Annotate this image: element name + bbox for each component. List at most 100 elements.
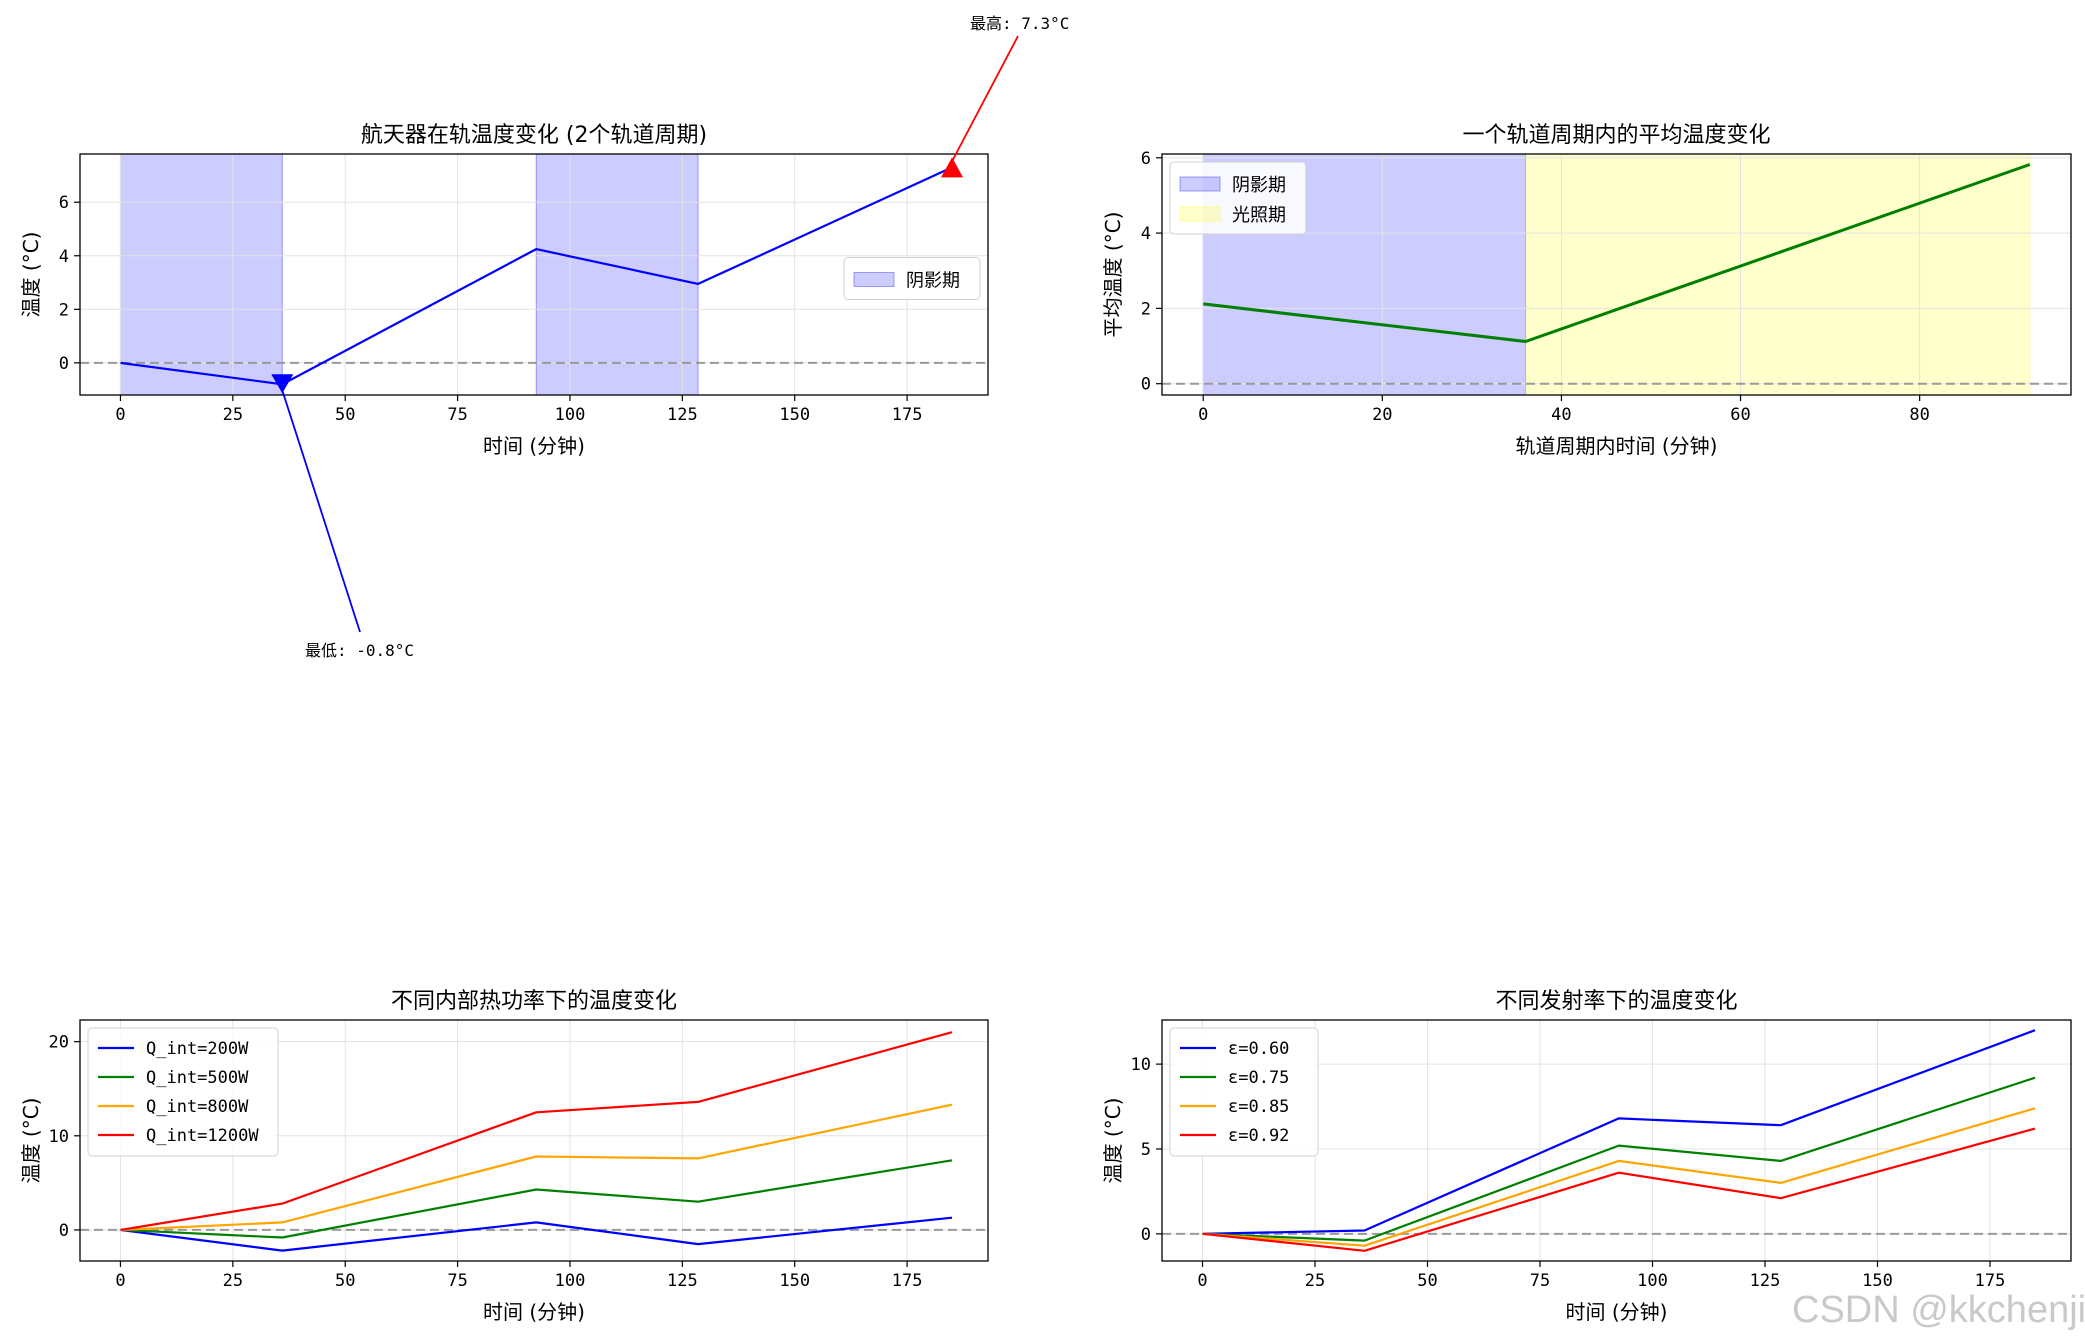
axes-frame [1161, 1019, 2072, 1262]
x-tick-label: 25 [223, 1271, 243, 1291]
x-tick-label: 0 [1198, 405, 1208, 425]
x-tick-label: 125 [1750, 1271, 1781, 1291]
legend-label: ε=0.92 [1228, 1126, 1289, 1146]
legend-swatch [1179, 206, 1221, 222]
y-tick-label: 2 [1141, 299, 1151, 319]
annotation-arrow-max [951, 35, 1019, 162]
shadow-region-2 [535, 153, 699, 396]
x-tick-label: 60 [1730, 405, 1750, 425]
tick-labels: 0 25 50 75 100 125 150 175 0 2 4 6 [59, 193, 923, 425]
series-line-1 [1202, 1029, 2036, 1235]
annotation-min: 最低: -0.8°C [305, 641, 414, 660]
axes-frame [79, 1019, 989, 1262]
series-line-2 [120, 1159, 953, 1239]
plot-area [80, 1020, 988, 1261]
plot-area [80, 153, 988, 396]
y-tick-label: 0 [59, 354, 69, 374]
x-tick-label: 75 [1530, 1271, 1550, 1291]
legend: Q_int=200W Q_int=500W Q_int=800W Q_int=1200… [87, 1027, 279, 1157]
y-tick-label: 10 [49, 1127, 69, 1147]
legend-box [1169, 161, 1307, 235]
chart-title: 不同发射率下的温度变化 [1495, 989, 1737, 1014]
series-line-2 [1202, 1076, 2036, 1242]
shadow-region-1 [119, 153, 283, 396]
y-tick-label: 6 [59, 193, 69, 213]
legend-label: ε=0.60 [1228, 1039, 1289, 1059]
subplot-emissivity: 0 25 50 75 100 125 150 175 0 5 10 不同发射率下的温度变化 时间 (… [1101, 989, 2072, 1324]
y-tick-label: 0 [59, 1221, 69, 1241]
x-tick-label: 75 [447, 1271, 467, 1291]
y-tick-label: 4 [59, 247, 69, 267]
axes-frame [79, 153, 989, 396]
annotation-max: 最高: 7.3°C [970, 14, 1069, 33]
x-tick-label: 40 [1551, 405, 1571, 425]
maximum-marker [941, 157, 964, 178]
x-tick-label: 175 [892, 1271, 923, 1291]
x-tick-label: 25 [1305, 1271, 1325, 1291]
chart-title: 一个轨道周期内的平均温度变化 [1462, 123, 1770, 148]
series-line-1 [1203, 163, 2031, 343]
x-tick-label: 0 [115, 1271, 125, 1291]
tick-labels: 0 20 40 60 80 0 2 4 6 [1141, 149, 1930, 425]
legend-label: ε=0.85 [1228, 1097, 1289, 1117]
x-tick-label: 100 [555, 405, 586, 425]
subplot-orbit-temperature: 0 25 50 75 100 125 150 175 0 2 4 6 航天器在轨温度变化 (2个轨道周… [19, 14, 1069, 660]
legend-label-sunlight: 光照期 [1232, 205, 1286, 226]
x-tick-label: 100 [1637, 1271, 1668, 1291]
x-axis-label: 轨道周期内时间 (分钟) [1516, 434, 1718, 458]
y-axis-label: 平均温度 (°C) [1101, 212, 1125, 338]
y-axis-label: 温度 (°C) [19, 1098, 43, 1184]
series-line-4 [1202, 1127, 2036, 1252]
legend: ε=0.60 ε=0.75 ε=0.85 ε=0.92 [1169, 1027, 1319, 1157]
x-tick-label: 150 [779, 1271, 810, 1291]
x-tick-label: 100 [555, 1271, 586, 1291]
tick-labels: 0 25 50 75 100 125 150 175 0 10 20 [49, 1033, 923, 1291]
x-tick-label: 125 [667, 405, 698, 425]
x-tick-label: 125 [667, 1271, 698, 1291]
x-tick-label: 50 [335, 1271, 355, 1291]
series-line-3 [1202, 1107, 2036, 1247]
legend-label: Q_int=1200W [146, 1126, 259, 1146]
y-tick-label: 0 [1141, 375, 1151, 395]
watermark: CSDN @kkchenji [1792, 1289, 2085, 1331]
series-line-3 [120, 1103, 953, 1231]
y-tick-label: 4 [1141, 224, 1151, 244]
x-tick-label: 150 [779, 405, 810, 425]
subplot-average-temperature: 0 20 40 60 80 0 2 4 6 一个轨道周期内的平均温度变化 轨道周期内时间 (分钟… [1101, 123, 2072, 458]
series-line-1 [120, 166, 953, 386]
x-axis-label: 时间 (分钟) [483, 434, 585, 458]
legend-label: Q_int=200W [146, 1039, 249, 1059]
series-line-1 [120, 1216, 953, 1252]
annotation-arrow-min [281, 390, 361, 633]
x-tick-label: 25 [223, 405, 243, 425]
tick-labels: 0 25 50 75 100 125 150 175 0 5 10 [1131, 1055, 2006, 1291]
chart-title: 不同内部热功率下的温度变化 [391, 989, 677, 1014]
legend-swatch [1179, 176, 1221, 192]
legend-box [1169, 1027, 1319, 1157]
legend-label: ε=0.75 [1228, 1068, 1289, 1088]
legend-label: Q_int=800W [146, 1097, 249, 1117]
x-tick-label: 175 [1975, 1271, 2006, 1291]
legend-label-shadow: 阴影期 [1232, 175, 1286, 196]
legend-swatch [853, 272, 895, 287]
legend-label-shadow: 阴影期 [906, 271, 960, 292]
x-axis-label: 时间 (分钟) [1566, 1300, 1668, 1324]
y-tick-label: 5 [1141, 1140, 1151, 1160]
y-axis-label: 温度 (°C) [19, 232, 43, 318]
legend-box [843, 257, 981, 300]
x-tick-label: 50 [1417, 1271, 1437, 1291]
x-tick-label: 0 [1197, 1271, 1207, 1291]
y-tick-label: 0 [1141, 1225, 1151, 1245]
subplot-internal-power: 0 25 50 75 100 125 150 175 0 10 20 不同内部热功率下的温度变化 时… [19, 989, 989, 1324]
chart-title: 航天器在轨温度变化 (2个轨道周期) [361, 123, 707, 148]
x-tick-label: 0 [115, 405, 125, 425]
legend: 阴影期 [843, 257, 981, 300]
minimum-marker [271, 374, 294, 394]
legend-box [87, 1027, 279, 1157]
x-tick-label: 150 [1862, 1271, 1893, 1291]
x-tick-label: 175 [892, 405, 923, 425]
y-tick-label: 20 [49, 1033, 69, 1053]
x-axis-label: 时间 (分钟) [483, 1300, 585, 1324]
